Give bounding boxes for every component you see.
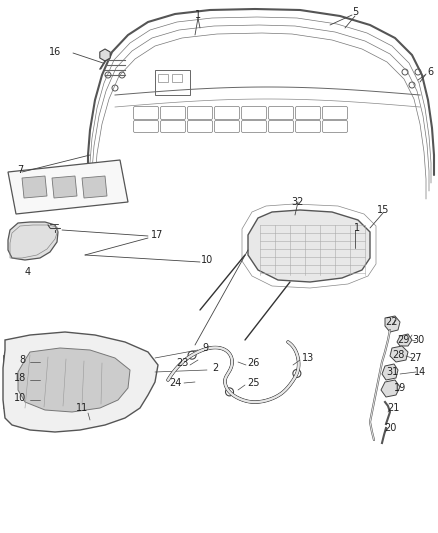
Text: 18: 18	[14, 373, 26, 383]
Text: 5: 5	[352, 7, 358, 17]
Text: 28: 28	[392, 350, 404, 360]
Text: 26: 26	[247, 358, 259, 368]
Text: 29: 29	[397, 335, 409, 345]
Polygon shape	[100, 49, 110, 61]
Text: 22: 22	[386, 317, 398, 327]
Polygon shape	[381, 380, 400, 397]
Polygon shape	[382, 364, 398, 380]
Text: 32: 32	[292, 197, 304, 207]
Text: 10: 10	[14, 393, 26, 403]
Text: 23: 23	[176, 358, 188, 368]
Text: 27: 27	[409, 353, 421, 363]
Polygon shape	[22, 176, 47, 198]
Text: 17: 17	[151, 230, 163, 240]
Polygon shape	[8, 222, 58, 260]
Text: 13: 13	[302, 353, 314, 363]
Text: 9: 9	[202, 343, 208, 353]
Text: 30: 30	[412, 335, 424, 345]
Bar	[172, 74, 182, 82]
Text: 16: 16	[49, 47, 61, 57]
Bar	[158, 74, 168, 82]
Polygon shape	[82, 176, 107, 198]
Text: 4: 4	[25, 267, 31, 277]
Text: 2: 2	[212, 363, 218, 373]
Text: 1: 1	[354, 223, 360, 233]
Polygon shape	[3, 332, 158, 432]
Polygon shape	[385, 316, 400, 332]
Text: 20: 20	[384, 423, 396, 433]
Bar	[3, 370, 13, 378]
Text: 10: 10	[201, 255, 213, 265]
Text: 21: 21	[387, 403, 399, 413]
Text: 14: 14	[414, 367, 426, 377]
Text: 1: 1	[195, 10, 201, 20]
Polygon shape	[248, 210, 370, 282]
Bar	[3, 400, 13, 408]
Text: 15: 15	[377, 205, 389, 215]
Text: 25: 25	[247, 378, 259, 388]
Bar	[3, 355, 13, 363]
Text: 19: 19	[394, 383, 406, 393]
Text: 24: 24	[169, 378, 181, 388]
Circle shape	[102, 52, 107, 58]
Text: 7: 7	[17, 165, 23, 175]
Polygon shape	[390, 346, 408, 362]
Bar	[155, 70, 190, 95]
Text: 31: 31	[386, 367, 398, 377]
Polygon shape	[397, 334, 412, 346]
Bar	[3, 385, 13, 393]
Text: 6: 6	[427, 67, 433, 77]
Text: 11: 11	[76, 403, 88, 413]
Polygon shape	[18, 348, 130, 412]
Polygon shape	[8, 160, 128, 214]
Text: 8: 8	[19, 355, 25, 365]
Polygon shape	[52, 176, 77, 198]
